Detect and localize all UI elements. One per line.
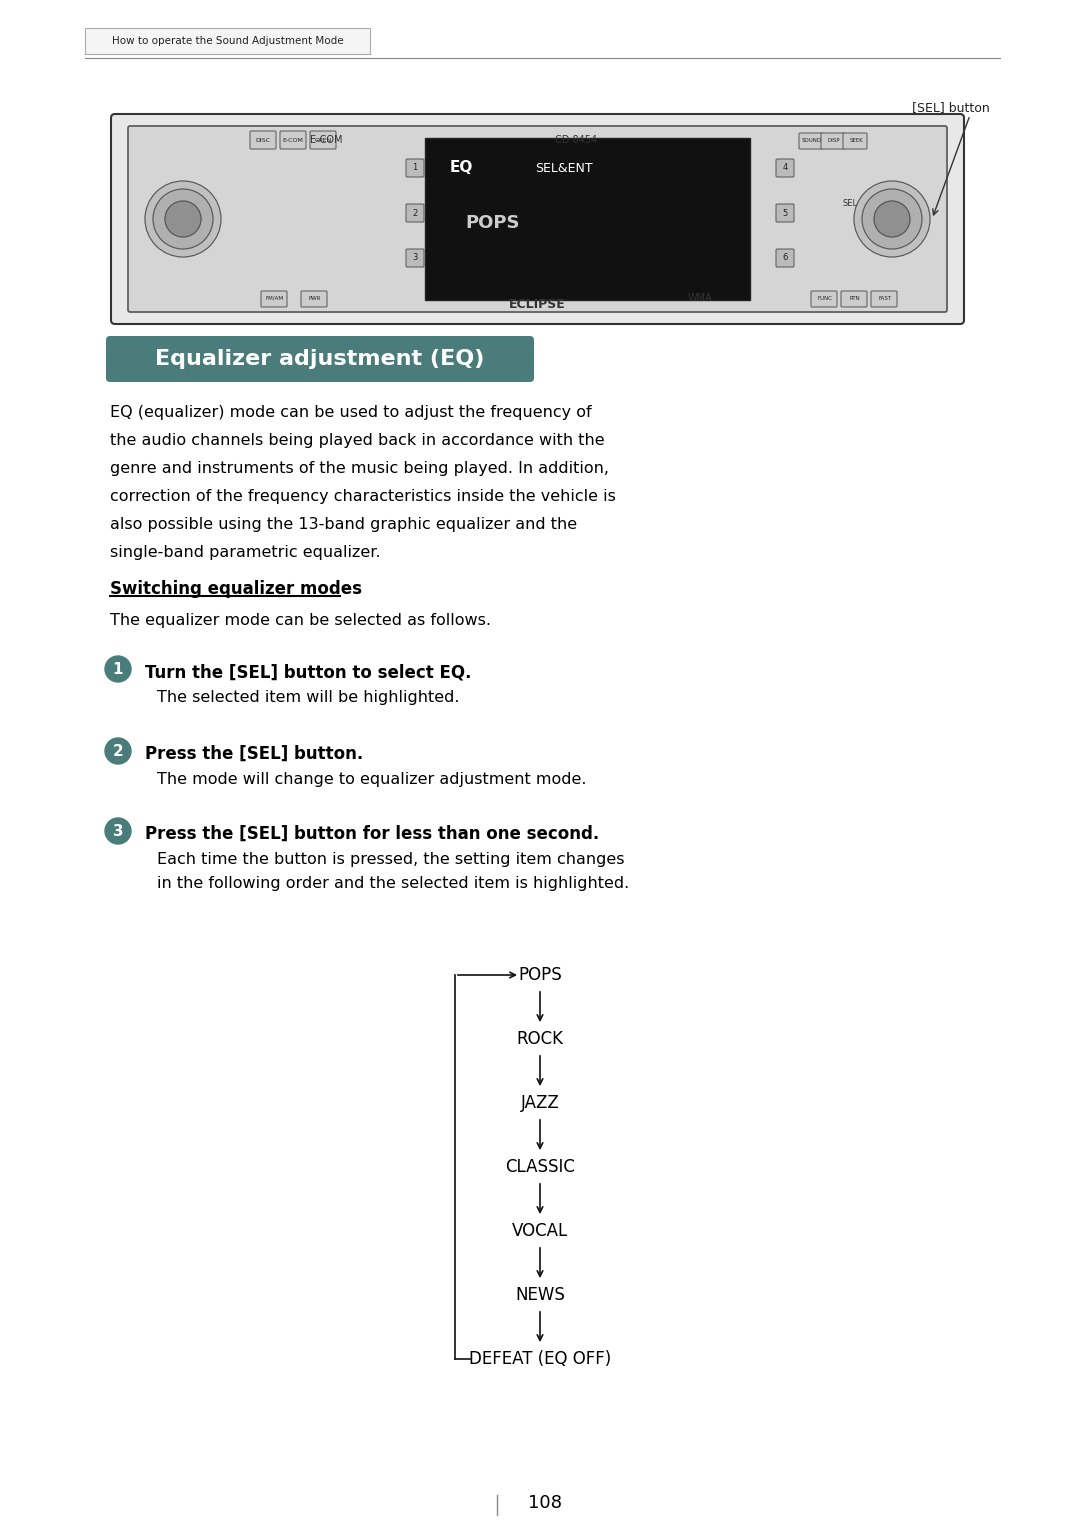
FancyBboxPatch shape <box>280 130 306 149</box>
Text: CLASSIC: CLASSIC <box>505 1157 575 1176</box>
Bar <box>426 138 750 300</box>
Text: Each time the button is pressed, the setting item changes: Each time the button is pressed, the set… <box>157 852 624 868</box>
Text: The selected item will be highlighted.: The selected item will be highlighted. <box>157 690 459 705</box>
Text: Press the [SEL] button.: Press the [SEL] button. <box>145 745 363 763</box>
Text: FUNC: FUNC <box>818 296 833 300</box>
FancyBboxPatch shape <box>777 248 794 267</box>
Text: CD 8454: CD 8454 <box>555 135 597 146</box>
Text: EQ: EQ <box>450 161 473 175</box>
Text: SOUND: SOUND <box>802 138 822 143</box>
Text: the audio channels being played back in accordance with the: the audio channels being played back in … <box>110 432 605 448</box>
Text: EQ (equalizer) mode can be used to adjust the frequency of: EQ (equalizer) mode can be used to adjus… <box>110 405 592 420</box>
FancyBboxPatch shape <box>85 28 370 54</box>
Text: ECLIPSE: ECLIPSE <box>509 299 566 311</box>
FancyBboxPatch shape <box>129 126 947 313</box>
FancyBboxPatch shape <box>249 130 276 149</box>
Text: OPEN: OPEN <box>314 138 332 143</box>
Text: 5: 5 <box>782 208 787 218</box>
Text: POPS: POPS <box>518 966 562 984</box>
FancyBboxPatch shape <box>301 291 327 307</box>
FancyBboxPatch shape <box>261 291 287 307</box>
FancyBboxPatch shape <box>406 159 424 176</box>
Text: FAST: FAST <box>878 296 892 300</box>
FancyBboxPatch shape <box>406 204 424 222</box>
Text: SEEK: SEEK <box>849 138 863 143</box>
Text: 3: 3 <box>413 253 418 262</box>
Text: FM/AM: FM/AM <box>266 296 284 300</box>
Text: E-COM: E-COM <box>283 138 303 143</box>
Text: in the following order and the selected item is highlighted.: in the following order and the selected … <box>157 875 630 891</box>
Circle shape <box>145 181 221 258</box>
Text: PWR: PWR <box>309 296 321 300</box>
FancyBboxPatch shape <box>799 133 823 149</box>
FancyBboxPatch shape <box>870 291 897 307</box>
Text: WMA: WMA <box>688 293 713 304</box>
Text: Press the [SEL] button for less than one second.: Press the [SEL] button for less than one… <box>145 825 599 843</box>
Text: DISC: DISC <box>256 138 270 143</box>
Text: 1: 1 <box>413 164 418 173</box>
Circle shape <box>854 181 930 258</box>
Text: 2: 2 <box>112 744 123 759</box>
Text: genre and instruments of the music being played. In addition,: genre and instruments of the music being… <box>110 461 609 477</box>
Text: POPS: POPS <box>465 215 519 231</box>
Text: 3: 3 <box>112 823 123 839</box>
Text: SEL: SEL <box>842 199 858 208</box>
Text: 4: 4 <box>782 164 787 173</box>
Text: 1: 1 <box>112 662 123 676</box>
FancyBboxPatch shape <box>821 133 845 149</box>
FancyBboxPatch shape <box>843 133 867 149</box>
Text: 6: 6 <box>782 253 787 262</box>
FancyBboxPatch shape <box>310 130 336 149</box>
Text: correction of the frequency characteristics inside the vehicle is: correction of the frequency characterist… <box>110 489 616 504</box>
Text: JAZZ: JAZZ <box>521 1095 559 1111</box>
Circle shape <box>105 737 131 763</box>
Circle shape <box>105 656 131 682</box>
FancyBboxPatch shape <box>106 336 534 382</box>
FancyBboxPatch shape <box>841 291 867 307</box>
Text: DISP: DISP <box>827 138 840 143</box>
Circle shape <box>874 201 910 238</box>
Text: 108: 108 <box>528 1495 562 1512</box>
Text: ROCK: ROCK <box>516 1030 564 1049</box>
Text: also possible using the 13-band graphic equalizer and the: also possible using the 13-band graphic … <box>110 517 577 532</box>
Text: How to operate the Sound Adjustment Mode: How to operate the Sound Adjustment Mode <box>111 35 343 46</box>
Text: Equalizer adjustment (EQ): Equalizer adjustment (EQ) <box>156 350 485 369</box>
Text: Turn the [SEL] button to select EQ.: Turn the [SEL] button to select EQ. <box>145 662 472 681</box>
Circle shape <box>153 189 213 248</box>
Text: NEWS: NEWS <box>515 1286 565 1305</box>
Text: single-band parametric equalizer.: single-band parametric equalizer. <box>110 546 380 560</box>
Text: The equalizer mode can be selected as follows.: The equalizer mode can be selected as fo… <box>110 613 491 629</box>
Circle shape <box>165 201 201 238</box>
Text: [SEL] button: [SEL] button <box>913 101 990 115</box>
Text: VOCAL: VOCAL <box>512 1222 568 1240</box>
Text: RTN: RTN <box>850 296 861 300</box>
Circle shape <box>105 819 131 845</box>
FancyBboxPatch shape <box>811 291 837 307</box>
FancyBboxPatch shape <box>406 248 424 267</box>
FancyBboxPatch shape <box>777 204 794 222</box>
Text: The mode will change to equalizer adjustment mode.: The mode will change to equalizer adjust… <box>157 773 586 786</box>
Text: 2: 2 <box>413 208 418 218</box>
FancyBboxPatch shape <box>111 113 964 323</box>
Text: SEL&ENT: SEL&ENT <box>535 161 593 175</box>
Circle shape <box>862 189 922 248</box>
Text: E-COM: E-COM <box>310 135 342 146</box>
Text: Switching equalizer modes: Switching equalizer modes <box>110 579 362 598</box>
Text: DEFEAT (EQ OFF): DEFEAT (EQ OFF) <box>469 1351 611 1367</box>
FancyBboxPatch shape <box>777 159 794 176</box>
